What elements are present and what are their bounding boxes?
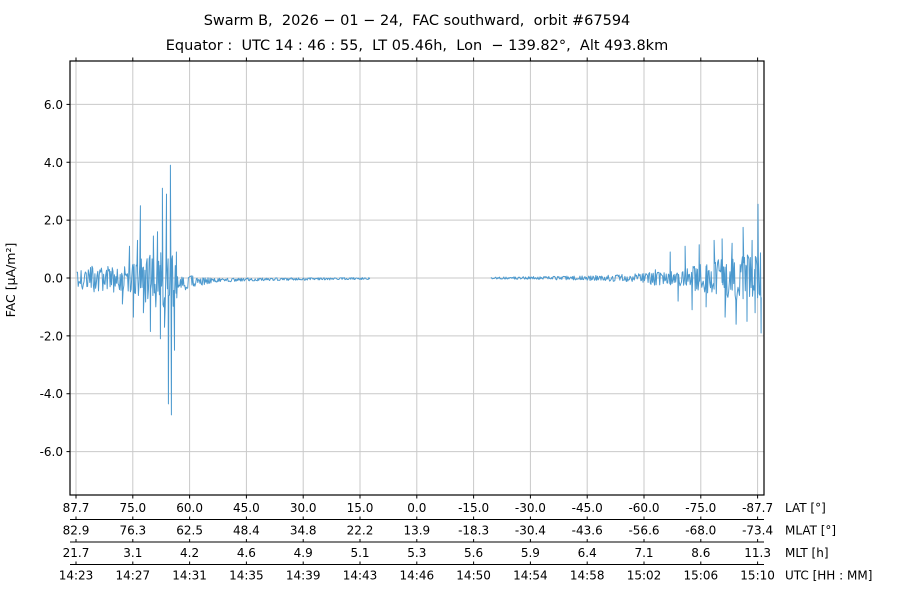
tick-label-utc: 14:23 bbox=[59, 569, 94, 583]
tick-label-mlat: -18.3 bbox=[458, 524, 489, 538]
tick-label-utc: 14:35 bbox=[229, 569, 264, 583]
tick-label-mlt: 4.6 bbox=[237, 546, 256, 560]
tick-label-lat: -60.0 bbox=[628, 501, 659, 515]
tick-label-mlt: 5.6 bbox=[464, 546, 483, 560]
axis-row-header-mlt: MLT [h] bbox=[785, 546, 829, 560]
tick-label-mlat: -30.4 bbox=[515, 524, 546, 538]
tick-label-mlt: 4.2 bbox=[180, 546, 199, 560]
tick-label-mlt: 4.9 bbox=[294, 546, 313, 560]
tick-label-utc: 14:39 bbox=[286, 569, 321, 583]
tick-label-mlat: 48.4 bbox=[233, 524, 260, 538]
tick-label-mlat: -56.6 bbox=[628, 524, 659, 538]
tick-label-utc: 14:43 bbox=[343, 569, 378, 583]
tick-label-lat: 15.0 bbox=[347, 501, 374, 515]
tick-label-mlat: 62.5 bbox=[176, 524, 203, 538]
tick-label-utc: 14:50 bbox=[456, 569, 491, 583]
tick-label-mlt: 3.1 bbox=[123, 546, 142, 560]
tick-label-mlt: 5.9 bbox=[521, 546, 540, 560]
tick-label-mlat: 76.3 bbox=[119, 524, 146, 538]
tick-label-utc: 15:06 bbox=[684, 569, 719, 583]
tick-label-lat: -75.0 bbox=[685, 501, 716, 515]
y-tick-label: 6.0 bbox=[44, 98, 63, 112]
tick-label-lat: -87.7 bbox=[742, 501, 773, 515]
tick-label-utc: 14:27 bbox=[116, 569, 151, 583]
y-tick-label: -4.0 bbox=[40, 387, 63, 401]
tick-label-mlt: 11.3 bbox=[744, 546, 771, 560]
tick-label-lat: 0.0 bbox=[407, 501, 426, 515]
plot-title: Swarm B, 2026 − 01 − 24, FAC southward, … bbox=[203, 13, 631, 29]
y-tick-label: 2.0 bbox=[44, 214, 63, 228]
y-tick-label: 4.0 bbox=[44, 156, 63, 170]
plot-subtitle: Equator : UTC 14 : 46 : 55, LT 05.46h, L… bbox=[165, 38, 669, 54]
tick-label-mlat: 82.9 bbox=[63, 524, 90, 538]
tick-label-mlt: 5.3 bbox=[407, 546, 426, 560]
y-axis-label: FAC [µA/m²] bbox=[3, 242, 18, 318]
tick-label-lat: -45.0 bbox=[572, 501, 603, 515]
tick-label-mlat: 22.2 bbox=[347, 524, 374, 538]
tick-label-mlat: -68.0 bbox=[685, 524, 716, 538]
tick-label-utc: 14:54 bbox=[513, 569, 548, 583]
tick-label-utc: 15:02 bbox=[627, 569, 662, 583]
tick-label-lat: -15.0 bbox=[458, 501, 489, 515]
tick-label-mlat: 13.9 bbox=[403, 524, 430, 538]
tick-label-mlt: 6.4 bbox=[578, 546, 597, 560]
y-tick-label: -2.0 bbox=[40, 329, 63, 343]
tick-label-lat: 45.0 bbox=[233, 501, 260, 515]
axis-row-header-utc: UTC [HH : MM] bbox=[785, 569, 872, 583]
tick-label-mlt: 5.1 bbox=[350, 546, 369, 560]
tick-label-lat: 75.0 bbox=[119, 501, 146, 515]
tick-label-lat: 87.7 bbox=[63, 501, 90, 515]
tick-label-mlt: 21.7 bbox=[63, 546, 90, 560]
tick-label-mlat: 34.8 bbox=[290, 524, 317, 538]
tick-label-mlat: -73.4 bbox=[742, 524, 773, 538]
y-tick-label: 0.0 bbox=[44, 272, 63, 286]
tick-label-mlt: 7.1 bbox=[634, 546, 653, 560]
axis-row-header-mlat: MLAT [°] bbox=[785, 524, 836, 538]
tick-label-lat: 60.0 bbox=[176, 501, 203, 515]
tick-label-mlt: 8.6 bbox=[691, 546, 710, 560]
fac-series-line bbox=[76, 164, 371, 416]
tick-label-lat: 30.0 bbox=[290, 501, 317, 515]
tick-label-utc: 14:46 bbox=[400, 569, 435, 583]
tick-label-lat: -30.0 bbox=[515, 501, 546, 515]
tick-label-utc: 15:10 bbox=[740, 569, 775, 583]
axis-row-header-lat: LAT [°] bbox=[785, 501, 826, 515]
tick-label-mlat: -43.6 bbox=[572, 524, 603, 538]
tick-label-utc: 14:31 bbox=[172, 569, 207, 583]
y-tick-label: -6.0 bbox=[40, 445, 63, 459]
fac-series-line bbox=[490, 203, 762, 334]
tick-label-utc: 14:58 bbox=[570, 569, 605, 583]
